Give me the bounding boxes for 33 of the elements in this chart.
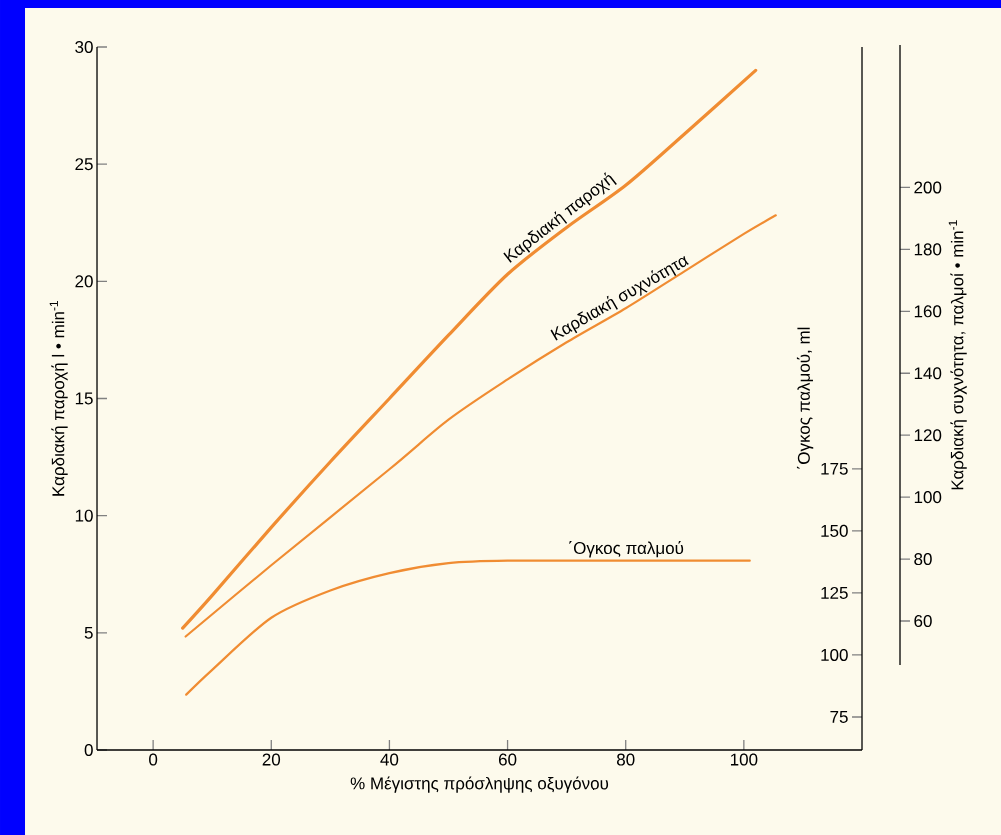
x-tick-label: 60 — [498, 753, 517, 766]
y-axis-title: Καρδιακή παροχή l • min$^{-1}$ — [49, 301, 68, 496]
x-axis-title: % Μέγιστης πρόσληψης οξυγόνου — [350, 776, 609, 793]
y2-tick-label: 175 — [821, 462, 848, 475]
x-tick-label: 40 — [380, 753, 399, 766]
y-tick-label: 5 — [84, 626, 93, 639]
y3-tick-label: 100 — [914, 491, 942, 504]
line-series — [185, 559, 751, 696]
y-tick-label: 20 — [75, 275, 93, 288]
y3-tick-label: 200 — [914, 181, 942, 194]
y3-tick-label: 80 — [914, 553, 932, 566]
series-label: ΄Ογκος παλμού — [569, 541, 684, 558]
y-tick-label: 15 — [75, 392, 93, 405]
y3-tick-label: 160 — [914, 305, 942, 318]
y-tick-label: 25 — [75, 158, 93, 171]
y-tick-label: 30 — [75, 40, 93, 54]
y3-tick-label: 140 — [914, 367, 942, 380]
y-tick-label: 0 — [84, 743, 93, 757]
line-series — [181, 68, 758, 630]
y-tick-label: 10 — [75, 509, 93, 522]
y3-tick-label: 120 — [914, 429, 942, 442]
y2-tick-label: 100 — [821, 648, 848, 661]
y2-tick-label: 75 — [830, 711, 848, 723]
y2-tick-label: 150 — [821, 524, 848, 537]
y2-tick-label: 125 — [821, 586, 848, 599]
x-tick-label: 80 — [616, 753, 635, 766]
y3-tick-label: 180 — [914, 243, 942, 256]
y3-axis-title: Καρδιακή συχνότητα, παλμοί • min$^{-1}$ — [948, 220, 967, 490]
y2-axis-title: ΄Ογκος παλμού, ml — [796, 327, 814, 469]
x-tick-label: 100 — [730, 753, 758, 766]
y3-tick-label: 60 — [914, 614, 932, 628]
x-tick-label: 20 — [262, 753, 281, 766]
x-tick-label: 0 — [149, 753, 158, 766]
